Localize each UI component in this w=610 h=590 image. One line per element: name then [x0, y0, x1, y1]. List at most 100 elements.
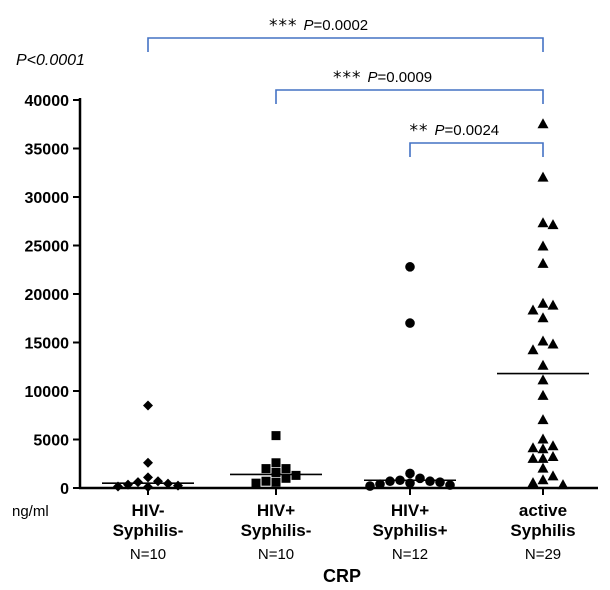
category-label: Syphilis+ [372, 521, 447, 540]
category-label: HIV+ [391, 501, 429, 520]
significance-bracket [275, 89, 544, 104]
data-point-circle [375, 479, 385, 489]
p-symbol: P [304, 17, 314, 34]
data-point-circle [365, 481, 375, 491]
data-point-triangle [537, 474, 549, 485]
data-point-triangle [527, 442, 539, 453]
data-point-square [281, 473, 291, 483]
data-point-circle [415, 473, 425, 484]
y-tick-label: 35000 [25, 142, 70, 159]
p-value: =0.0024 [445, 122, 500, 139]
data-point-circle [385, 476, 395, 487]
data-point-triangle [557, 479, 569, 490]
significance-stars: *** [269, 16, 298, 36]
category-label: Syphilis- [241, 521, 312, 540]
data-point-triangle [537, 171, 549, 182]
data-point-triangle [537, 217, 549, 228]
y-tick-label: 25000 [25, 239, 70, 256]
group-n-label: N=12 [392, 546, 428, 563]
significance-annotation: *** P=0.0002 [269, 16, 368, 36]
p-value-label: P=0.0002 [304, 17, 369, 34]
data-point-square [251, 478, 261, 488]
category-label: active [519, 501, 567, 520]
data-point-square [271, 477, 281, 487]
data-point-square [261, 464, 271, 474]
data-point-triangle [537, 312, 549, 323]
data-point-circle [405, 262, 415, 272]
data-point-triangle [547, 470, 559, 481]
data-point-diamond [143, 457, 153, 468]
data-point-diamond [143, 472, 153, 483]
axes [73, 98, 598, 495]
data-point-circle [435, 477, 445, 487]
data-point-triangle [537, 462, 549, 473]
category-label: Syphilis- [113, 521, 184, 540]
data-point-square [271, 431, 281, 441]
significance-annotation: ** P=0.0024 [410, 121, 500, 141]
data-points [113, 118, 569, 493]
overall-p-value: P<0.0001 [16, 52, 85, 69]
data-point-triangle [537, 240, 549, 251]
y-tick-labels: 0 5000 10000 15000 20000 25000 30000 35000 40000 [25, 93, 70, 498]
data-point-triangle [527, 452, 539, 463]
group-n-label: N=10 [130, 546, 166, 563]
significance-stars: ** [410, 121, 429, 141]
data-point-triangle [537, 443, 549, 454]
significance-bracket [147, 37, 544, 52]
data-point-triangle [527, 304, 539, 315]
data-point-circle [405, 468, 415, 479]
data-point-square [261, 476, 271, 486]
data-point-triangle [547, 440, 559, 451]
data-point-triangle [547, 299, 559, 310]
p-value-label: P=0.0009 [368, 69, 433, 86]
data-point-triangle [527, 344, 539, 355]
data-point-diamond [123, 479, 133, 490]
y-tick-label: 5000 [33, 433, 69, 450]
data-point-circle [405, 318, 415, 328]
y-tick-label: 30000 [25, 190, 70, 207]
data-point-triangle [537, 335, 549, 346]
p-value-label: P=0.0024 [435, 122, 500, 139]
group-n-label: N=29 [525, 546, 561, 563]
y-tick-label: 10000 [25, 384, 70, 401]
data-point-triangle [537, 257, 549, 268]
data-point-triangle [537, 433, 549, 444]
data-point-triangle [537, 389, 549, 400]
data-point-triangle [547, 338, 559, 349]
p-symbol: P [435, 122, 445, 139]
data-point-square [271, 467, 281, 477]
y-tick-label: 0 [60, 481, 69, 498]
data-point-triangle [537, 374, 549, 385]
data-point-triangle [537, 297, 549, 308]
p-value: =0.0002 [314, 17, 369, 34]
data-point-square [291, 470, 301, 480]
data-point-triangle [537, 414, 549, 425]
category-label: Syphilis [510, 521, 575, 540]
data-point-diamond [153, 476, 163, 487]
data-point-square [271, 458, 281, 468]
p-symbol: P [368, 69, 378, 86]
unit-label: ng/ml [12, 503, 49, 520]
y-tick-label: 20000 [25, 287, 70, 304]
significance-stars: *** [333, 68, 362, 88]
category-label: HIV- [131, 501, 164, 520]
data-point-diamond [143, 482, 153, 493]
data-point-circle [425, 476, 435, 487]
y-tick-label: 40000 [25, 93, 70, 110]
category-label: HIV+ [257, 501, 295, 520]
data-point-square [281, 464, 291, 474]
significance-bracket [409, 142, 544, 157]
data-point-diamond [143, 400, 153, 411]
median-lines [102, 372, 589, 484]
data-point-triangle [527, 477, 539, 488]
category-labels: HIV-Syphilis-N=10HIV+Syphilis-N=10HIV+Sy… [113, 501, 576, 563]
data-point-triangle [537, 452, 549, 463]
data-point-diamond [113, 481, 123, 492]
data-point-triangle [537, 359, 549, 370]
group-n-label: N=10 [258, 546, 294, 563]
significance-brackets: *** P=0.0002*** P=0.0009** P=0.0024 [147, 16, 544, 157]
data-point-triangle [547, 450, 559, 461]
p-value: =0.0009 [378, 69, 433, 86]
y-tick-label: 15000 [25, 336, 70, 353]
